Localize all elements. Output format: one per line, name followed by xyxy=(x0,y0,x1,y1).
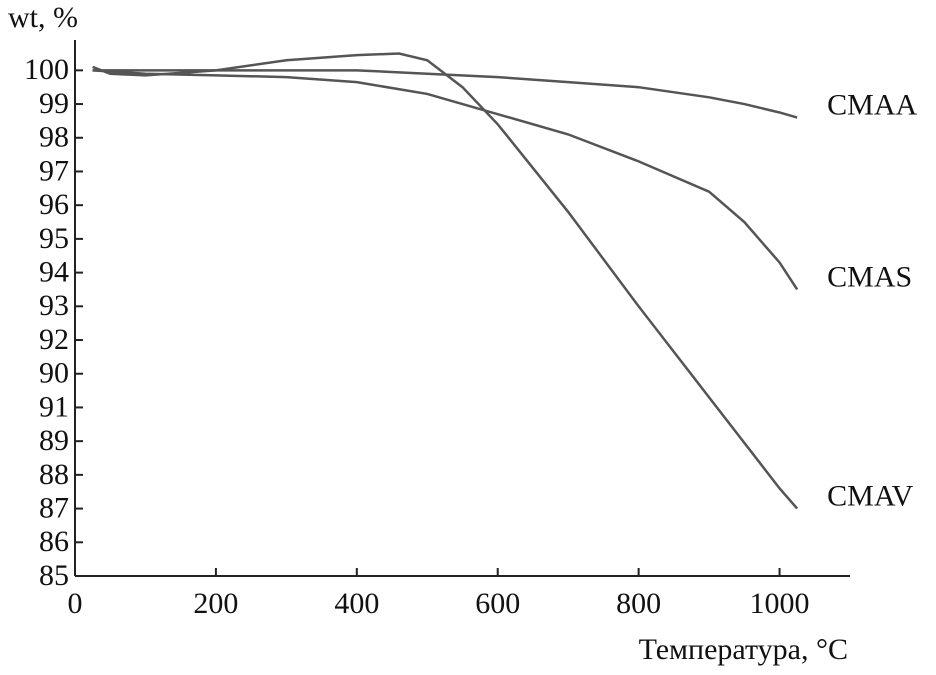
y-tick-label: 94 xyxy=(39,255,69,288)
y-tick-label: 88 xyxy=(39,458,69,491)
x-tick-label: 0 xyxy=(68,587,83,620)
y-tick-label: 91 xyxy=(39,390,69,423)
x-tick-label: 200 xyxy=(193,587,238,620)
line xyxy=(92,69,798,119)
y-tick-label: 96 xyxy=(39,188,69,221)
y-tick-label: 99 xyxy=(39,87,69,120)
series-label: CMAV xyxy=(827,479,913,512)
series-label: CMAS xyxy=(827,260,912,293)
y-axis-label: wt, % xyxy=(8,1,78,34)
y-tick-label: 87 xyxy=(39,491,69,524)
y-tick-label: 89 xyxy=(39,424,69,457)
y-tick-label: 90 xyxy=(39,357,69,390)
y-tick-label: 85 xyxy=(39,559,69,592)
x-tick-label: 600 xyxy=(475,587,520,620)
x-tick-label: 1000 xyxy=(750,587,810,620)
y-tick-label: 98 xyxy=(39,121,69,154)
x-tick-label: 400 xyxy=(334,587,379,620)
y-tick-label: 93 xyxy=(39,289,69,322)
line xyxy=(92,52,799,510)
series-label: CMAA xyxy=(827,88,917,121)
y-tick-label: 86 xyxy=(39,525,69,558)
y-tick-label: 95 xyxy=(39,222,69,255)
y-tick-label: 92 xyxy=(39,323,69,356)
line xyxy=(92,69,799,291)
y-tick-label: 100 xyxy=(24,53,69,86)
y-tick-label: 97 xyxy=(39,154,69,187)
x-tick-label: 800 xyxy=(616,587,661,620)
x-axis-label: Температура, °C xyxy=(639,633,848,666)
